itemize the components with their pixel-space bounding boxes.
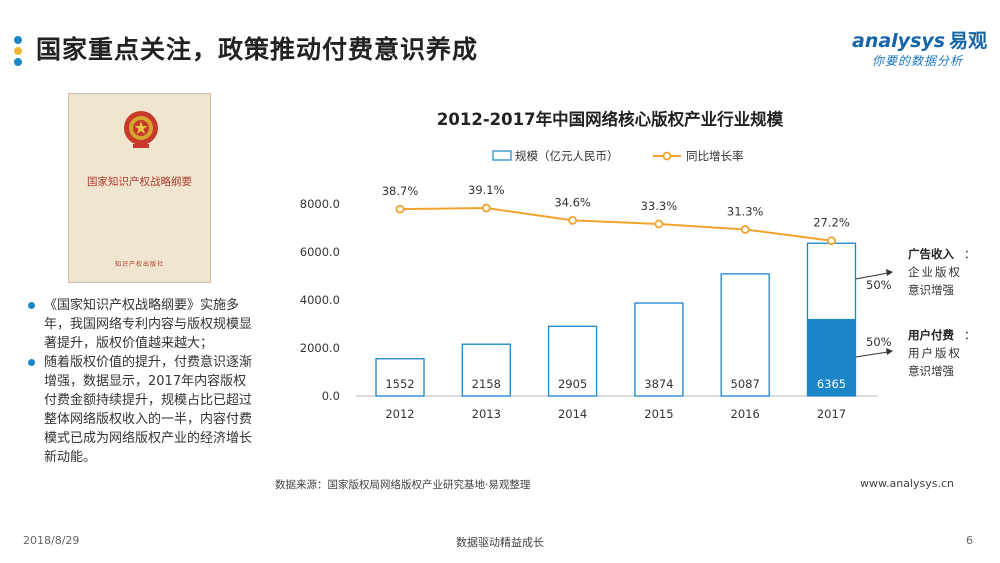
split-label-user-heading: 用户付费 [907,328,954,342]
title-decoration-dots [14,36,24,69]
growth-rate-label: 34.6% [554,195,591,209]
footer-date: 2018/8/29 [23,534,80,547]
growth-rate-point [395,204,405,214]
growth-rate-point [568,215,577,225]
bar-value-label: 5087 [731,377,760,391]
growth-rate-line [399,206,832,242]
legend-bar-label: 规模（亿元人民币） [515,149,619,163]
legend-line-marker [662,151,672,161]
book-title: 国家知识产权战略纲要 [87,176,192,188]
bullet-list: 《国家知识产权战略纲要》实施多年，我国网络专利内容与版权规模显著提升，版权价值越… [26,296,252,467]
split-share-user: 50% [866,335,892,349]
split-label-ad-line: 企业版权 [908,265,962,279]
growth-rate-label: 27.2% [813,216,850,230]
growth-rate-point [481,203,491,213]
x-tick-label: 2013 [472,407,501,421]
logo-brand-cn: 易观 [949,30,988,52]
bar-segment-ad-revenue [806,242,857,321]
bar [547,325,598,397]
bar-value-label: 6365 [817,377,846,391]
bar [720,273,770,397]
split-label-user-colon: ： [964,328,976,342]
growth-rate-label: 39.1% [468,183,505,197]
split-label-user-line: 意识增强 [908,364,954,378]
bullet-dot-icon [28,302,35,309]
decoration-dot [14,47,22,55]
bar-segment-user-payment [806,318,857,397]
annotation-arrowhead [886,348,893,355]
annotation-arrow [855,272,889,280]
y-tick-label: 0.0 [322,389,340,403]
logo-brand-en: analysys [852,30,946,52]
bullet-dot-icon [28,359,35,366]
page-number: 6 [966,534,973,547]
x-tick-label: 2015 [644,407,673,421]
x-tick-label: 2016 [731,407,760,421]
footer-slogan: 数据驱动精益成长 [456,536,544,549]
bar [634,302,684,397]
national-emblem-icon [124,111,158,148]
bar-value-label: 2905 [558,377,587,391]
brand-logo: analysys 易观 你要的数据分析 [852,26,992,69]
split-share-ad: 50% [866,278,892,292]
growth-rate-point [654,219,664,229]
x-tick-label: 2012 [385,407,414,421]
y-tick-label: 6000.0 [300,245,340,259]
decoration-dot [14,36,22,44]
y-tick-label: 4000.0 [300,293,340,307]
bullet-text: 随着版权价值的提升，付费意识逐渐增强，数据显示，2017年内容版权付费金额持续提… [44,355,253,465]
split-label-user-line: 用户版权 [908,346,962,360]
growth-rate-label: 38.7% [382,184,419,198]
y-tick-label: 8000.0 [300,197,340,211]
annotation-arrow [855,351,889,358]
chart-title: 2012-2017年中国网络核心版权产业行业规模 [436,110,784,129]
website-url: www.analysys.cn [860,477,954,490]
book-cover-image: 国家知识产权战略纲要 知识产权出版社 [68,93,211,283]
bullet-item: 《国家知识产权战略纲要》实施多年，我国网络专利内容与版权规模显著提升，版权价值越… [26,296,252,353]
split-label-ad-heading: 广告收入 [908,247,954,261]
bar-value-label: 3874 [644,377,673,391]
growth-rate-point [827,236,836,246]
split-label-ad-colon: ： [964,247,976,261]
legend-line-label: 同比增长率 [686,149,744,163]
data-source-note: 数据来源：国家版权局网络版权产业研究基地·易观整理 [275,479,531,491]
legend-bar-swatch [492,150,512,161]
bullet-text: 《国家知识产权战略纲要》实施多年，我国网络专利内容与版权规模显著提升，版权价值越… [44,298,253,351]
annotation-arrowhead [886,269,893,276]
x-tick-label: 2017 [817,407,846,421]
bar [375,358,425,397]
growth-rate-label: 33.3% [641,199,678,213]
y-tick-label: 2000.0 [300,341,340,355]
book-publisher: 知识产权出版社 [114,261,164,268]
bar [461,343,511,397]
growth-rate-label: 31.3% [727,204,764,218]
growth-rate-point [740,225,750,234]
decoration-dot [14,58,22,66]
logo-slogan: 你要的数据分析 [872,54,964,68]
bar-value-label: 1552 [385,377,414,391]
bar-value-label: 2158 [472,377,501,391]
x-tick-label: 2014 [558,407,587,421]
page-title: 国家重点关注，政策推动付费意识养成 [36,35,479,64]
bullet-item: 随着版权价值的提升，付费意识逐渐增强，数据显示，2017年内容版权付费金额持续提… [26,353,252,467]
split-label-ad-line: 意识增强 [908,283,954,297]
